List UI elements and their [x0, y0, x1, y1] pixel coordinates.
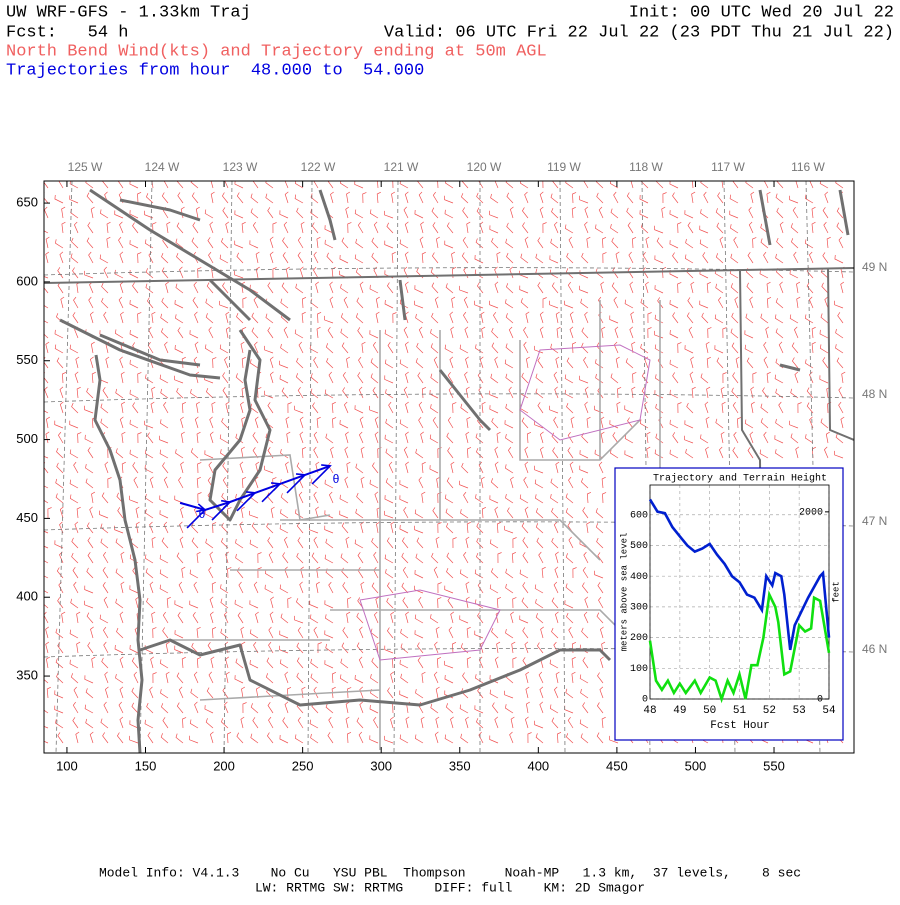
subtitle: North Bend Wind(kts) and Trajectory endi…: [6, 42, 547, 61]
x-tick-label: 450: [606, 758, 628, 773]
x-tick-label: 400: [527, 758, 549, 773]
x-tick-label: 51: [733, 705, 747, 717]
series-line: [648, 590, 831, 704]
longitude-label: 121 W: [384, 160, 419, 174]
x-tick-label: 150: [135, 758, 157, 773]
x-tick-label: 250: [292, 758, 314, 773]
inset-x-label: Fcst Hour: [710, 720, 769, 732]
region-outlines: [359, 344, 651, 661]
trajectory-arrow: [211, 499, 232, 521]
x-tick-label: 200: [213, 758, 235, 773]
puget-sound: [59, 318, 272, 522]
y-tick-label: 200: [630, 633, 648, 644]
x-tick-label: 350: [449, 758, 471, 773]
init-time: Init: 00 UTC Wed 20 Jul 22: [629, 3, 894, 22]
longitude-label: 125 W: [68, 160, 103, 174]
footer-model-info: Model Info: V4.1.3 No Cu YSU PBL Thompso…: [99, 865, 801, 880]
latitude-label: 46 N: [862, 642, 887, 656]
y2-tick-label: 0: [817, 695, 823, 706]
inset-y-label: meters above sea level: [619, 533, 629, 652]
trajectory-range: Trajectories from hour 48.000 to 54.000: [6, 61, 424, 80]
y-tick-label: 600: [630, 510, 648, 521]
y-tick-label: 550: [16, 352, 38, 367]
longitude-label: 120 W: [467, 160, 502, 174]
y-tick-label: 450: [16, 510, 38, 525]
valid-time: Valid: 06 UTC Fri 22 Jul 22 (23 PDT Thu …: [384, 23, 894, 42]
inset-frame: [614, 467, 844, 741]
map-marks: 100 150 200 250 300 350 400 450 500 5503504004505…: [16, 160, 887, 773]
y-tick-label: 600: [16, 273, 38, 288]
lakes-rivers: [398, 189, 850, 432]
canada-border: [44, 267, 854, 284]
y-tick-label: 500: [16, 431, 38, 446]
y2-tick-label: 2000: [799, 507, 823, 518]
trajectory-marker: θ: [198, 508, 205, 522]
x-tick-label: 50: [703, 705, 716, 717]
inset-y2-label: feet: [831, 581, 841, 603]
x-tick-label: 550: [763, 758, 785, 773]
y-tick-label: 0: [642, 695, 648, 706]
longitude-label: 122 W: [301, 160, 336, 174]
y-tick-label: 400: [630, 572, 648, 583]
y-tick-label: 100: [630, 664, 648, 675]
x-tick-label: 53: [793, 705, 806, 717]
series-line: [648, 498, 831, 651]
x-tick-label: 48: [643, 705, 656, 717]
y-tick-label: 350: [16, 667, 38, 682]
longitude-label: 123 W: [223, 160, 258, 174]
longitude-label: 119 W: [547, 160, 581, 174]
vancouver-island: [89, 188, 337, 322]
longitude-label: 117 W: [711, 160, 745, 174]
map-frame: [43, 180, 855, 754]
inset-chart: Trajectory and Terrain Height Fcst Hour …: [614, 467, 844, 741]
longitude-label: 124 W: [145, 160, 180, 174]
longitude-label: 116 W: [791, 160, 825, 174]
pacific-coast: [93, 354, 144, 753]
y-tick-label: 650: [16, 195, 38, 210]
inset-title: Trajectory and Terrain Height: [653, 473, 827, 485]
x-tick-label: 100: [56, 758, 78, 773]
longitude-label: 118 W: [629, 160, 663, 174]
columbia-river: [139, 638, 612, 707]
latitude-label: 48 N: [862, 387, 887, 401]
latitude-label: 49 N: [862, 260, 887, 274]
y-tick-label: 500: [630, 541, 648, 552]
y-tick-label: 300: [630, 603, 648, 614]
title: UW WRF-GFS - 1.33km Traj: [6, 3, 251, 22]
trajectory-arrow: [311, 464, 332, 485]
trajectory-arrow: [261, 482, 282, 503]
county-borders: [170, 300, 661, 750]
x-tick-label: 49: [673, 705, 686, 717]
x-tick-label: 52: [763, 705, 776, 717]
forecast-hour: Fcst: 54 h: [6, 23, 128, 42]
x-tick-label: 500: [685, 758, 707, 773]
trajectory-marker: θ: [332, 473, 339, 487]
trajectory-arrow: [236, 491, 257, 512]
latitude-label: 47 N: [862, 514, 887, 528]
x-tick-label: 54: [822, 705, 836, 717]
trajectory-arrow: [286, 473, 307, 494]
x-tick-label: 300: [370, 758, 392, 773]
footer-physics: LW: RRTMG SW: RRTMG DIFF: full KM: 2D Sm…: [255, 880, 645, 895]
trajectory-arrow: [186, 503, 207, 529]
plot-frame: [649, 484, 830, 700]
y-tick-label: 400: [16, 589, 38, 604]
